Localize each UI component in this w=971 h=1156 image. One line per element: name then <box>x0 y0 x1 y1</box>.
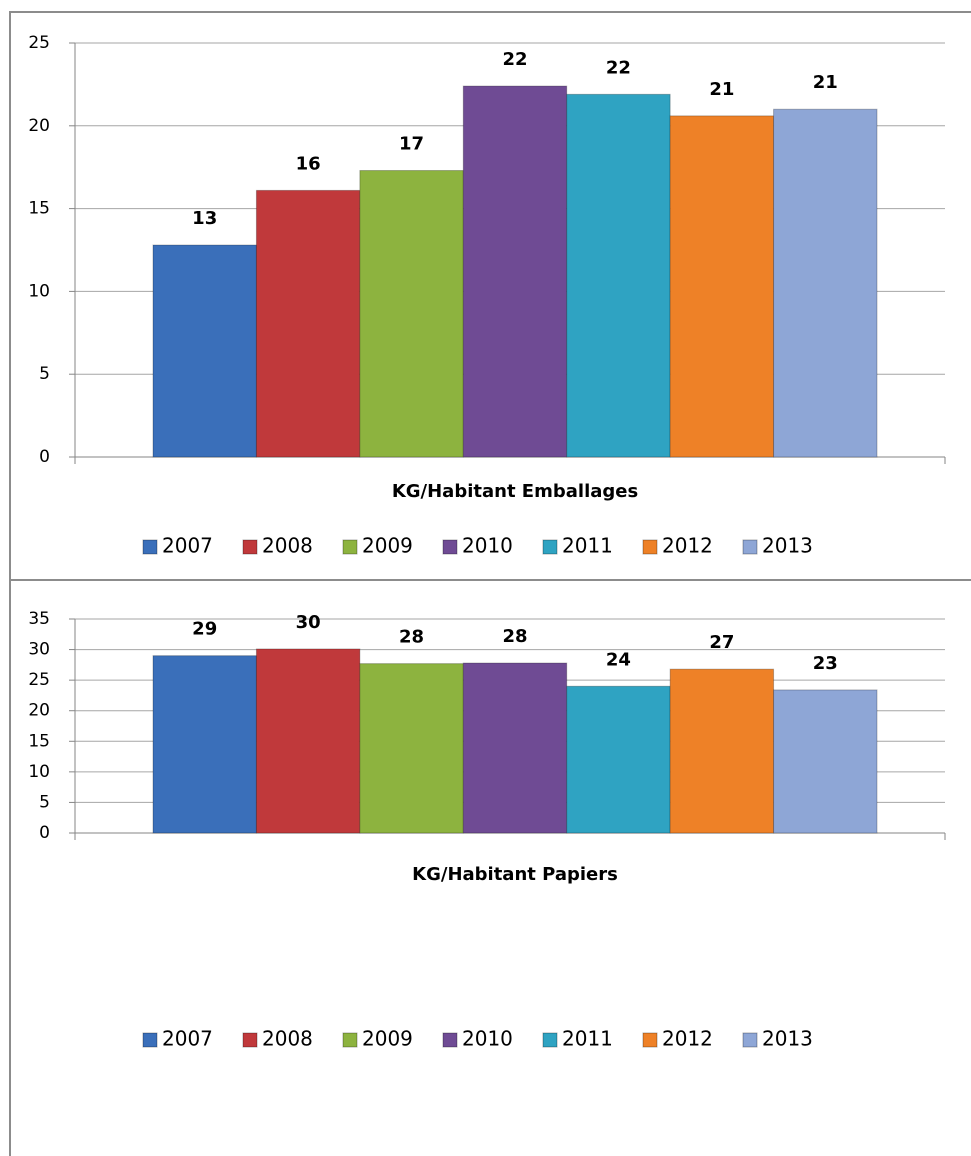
value-label: 24 <box>606 649 631 670</box>
x-category-label: KG/Habitant Emballages <box>392 481 638 502</box>
value-label: 30 <box>296 612 321 633</box>
legend-label: 2011 <box>562 534 613 558</box>
y-tick-label: 15 <box>28 199 50 219</box>
value-label: 23 <box>813 653 838 674</box>
legend-label: 2007 <box>162 534 213 558</box>
bar <box>462 662 568 834</box>
y-tick-label: 25 <box>28 670 50 690</box>
y-tick-label: 20 <box>28 701 50 721</box>
bar <box>359 663 464 834</box>
value-label: 22 <box>502 49 527 70</box>
bar <box>255 648 361 834</box>
value-label: 21 <box>813 72 838 93</box>
legend-swatch <box>542 1032 558 1048</box>
legend-swatch <box>742 539 758 555</box>
value-label: 21 <box>709 79 734 100</box>
y-tick-label: 0 <box>39 447 50 467</box>
y-tick-label: 0 <box>39 823 50 843</box>
bar <box>773 108 878 458</box>
legend-label: 2010 <box>462 534 513 558</box>
legend-swatch <box>342 539 358 555</box>
legend-swatch <box>442 1032 458 1048</box>
chart-frame <box>9 579 971 1156</box>
legend-swatch <box>742 1032 758 1048</box>
legend-swatch <box>142 1032 158 1048</box>
legend-swatch <box>242 539 258 555</box>
legend-swatch <box>142 539 158 555</box>
y-tick-label: 35 <box>28 609 50 629</box>
value-label: 28 <box>399 627 424 648</box>
bar <box>566 93 671 458</box>
legend-label: 2009 <box>362 1027 413 1051</box>
bar <box>669 668 775 834</box>
y-tick-label: 15 <box>28 731 50 751</box>
value-label: 16 <box>296 153 321 174</box>
legend-label: 2012 <box>662 534 713 558</box>
y-tick-label: 10 <box>28 762 50 782</box>
y-tick-label: 25 <box>28 33 50 53</box>
legend-swatch <box>642 539 658 555</box>
legend-swatch <box>442 539 458 555</box>
y-tick-label: 30 <box>28 640 50 660</box>
legend-label: 2008 <box>262 534 313 558</box>
legend-label: 2008 <box>262 1027 313 1051</box>
legend-swatch <box>542 539 558 555</box>
legend-label: 2010 <box>462 1027 513 1051</box>
bar <box>669 115 775 458</box>
legend-label: 2007 <box>162 1027 213 1051</box>
legend-label: 2013 <box>762 1027 813 1051</box>
x-category-label: KG/Habitant Papiers <box>412 864 618 885</box>
bar <box>359 170 464 458</box>
bar <box>566 685 671 834</box>
legend-label: 2012 <box>662 1027 713 1051</box>
legend-label: 2013 <box>762 534 813 558</box>
legend-swatch <box>642 1032 658 1048</box>
y-tick-label: 5 <box>39 364 50 384</box>
y-tick-label: 20 <box>28 116 50 136</box>
y-tick-label: 10 <box>28 281 50 301</box>
value-label: 22 <box>606 57 631 78</box>
bar <box>255 189 361 458</box>
value-label: 27 <box>709 632 734 653</box>
legend-label: 2009 <box>362 534 413 558</box>
value-label: 13 <box>192 208 217 229</box>
bar <box>773 689 878 834</box>
value-label: 28 <box>502 626 527 647</box>
legend-swatch <box>342 1032 358 1048</box>
value-label: 17 <box>399 134 424 155</box>
y-tick-label: 5 <box>39 792 50 812</box>
bar <box>152 244 257 458</box>
bar <box>152 655 257 834</box>
legend-swatch <box>242 1032 258 1048</box>
legend-label: 2011 <box>562 1027 613 1051</box>
value-label: 29 <box>192 619 217 640</box>
bar <box>462 85 568 458</box>
